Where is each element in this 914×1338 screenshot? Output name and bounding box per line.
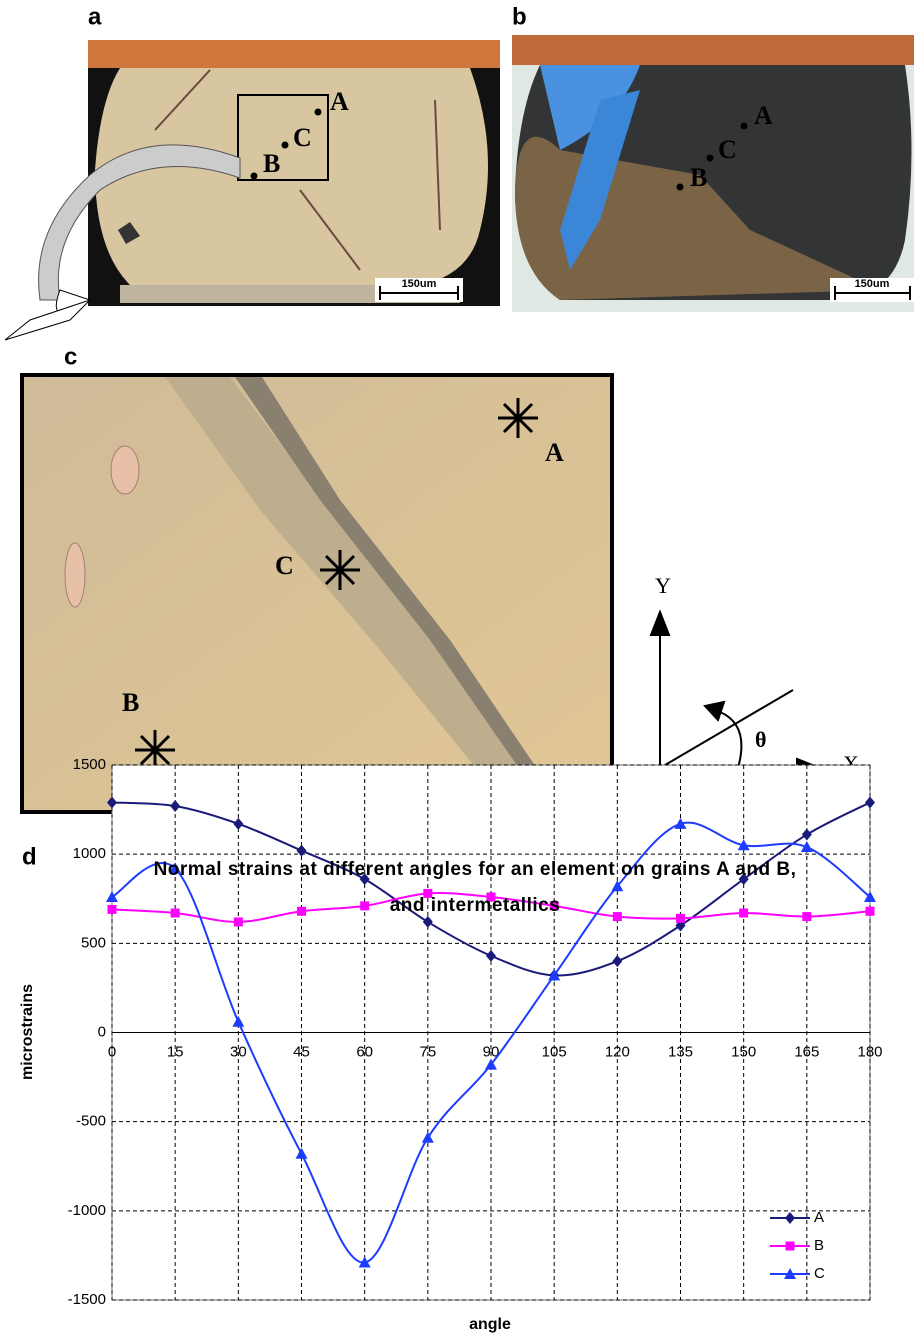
point-label: C	[718, 135, 737, 164]
figure-canvas: a A B C 150um b A B C 150um c A B C Y X …	[0, 0, 914, 1338]
x-tick-label: 45	[293, 1043, 310, 1060]
figure: a A B C 150um b A B C 150um c A B C Y X …	[0, 0, 914, 1338]
x-tick-label: 75	[419, 1043, 436, 1060]
legend-label: C	[814, 1265, 825, 1282]
micrograph-c	[22, 375, 612, 812]
axis-label: Y	[655, 573, 671, 598]
micrograph-b	[512, 35, 914, 312]
y-tick-label: 1000	[73, 845, 106, 862]
point-label: C	[293, 123, 312, 152]
marker	[108, 905, 117, 914]
y-tick-label: -500	[76, 1113, 106, 1130]
y-tick-label: 1500	[73, 756, 106, 773]
y-tick-label: 500	[81, 934, 106, 951]
x-axis-title: angle	[469, 1316, 511, 1333]
point-label: B	[122, 688, 139, 717]
marker	[802, 912, 811, 921]
x-tick-label: 105	[542, 1043, 567, 1060]
panel-label: d	[22, 843, 37, 870]
x-tick-label: 120	[605, 1043, 630, 1060]
scale-bar-label: 150um	[855, 278, 890, 290]
point-label: A	[330, 87, 349, 116]
legend-label: A	[814, 1209, 824, 1226]
panel-label: b	[512, 3, 527, 30]
x-tick-label: 150	[731, 1043, 756, 1060]
scale-bar-label: 150um	[402, 278, 437, 290]
axes-diagram	[651, 612, 820, 777]
point-label: A	[754, 101, 773, 130]
x-tick-label: 30	[230, 1043, 247, 1060]
y-tick-label: -1000	[68, 1202, 106, 1219]
legend-marker	[786, 1242, 795, 1251]
marker	[866, 907, 875, 916]
panel-label: a	[88, 3, 102, 30]
y-axis-title: microstrains	[19, 984, 36, 1080]
point-label: B	[263, 149, 280, 178]
x-tick-label: 15	[167, 1043, 184, 1060]
point-label: C	[275, 551, 294, 580]
x-tick-label: 135	[668, 1043, 693, 1060]
angle-label: θ	[755, 727, 766, 752]
x-tick-label: 60	[356, 1043, 373, 1060]
y-tick-label: -1500	[68, 1291, 106, 1308]
micrograph-a	[5, 40, 500, 340]
x-tick-label: 180	[857, 1043, 882, 1060]
x-tick-label: 165	[794, 1043, 819, 1060]
y-tick-label: 0	[98, 1023, 106, 1040]
panel-label: c	[64, 343, 77, 370]
x-tick-label: 0	[108, 1043, 116, 1060]
point-label: B	[690, 163, 707, 192]
chart-title: Normal strains at different angles for a…	[150, 852, 800, 924]
point-label: A	[545, 438, 564, 467]
legend-label: B	[814, 1237, 824, 1254]
